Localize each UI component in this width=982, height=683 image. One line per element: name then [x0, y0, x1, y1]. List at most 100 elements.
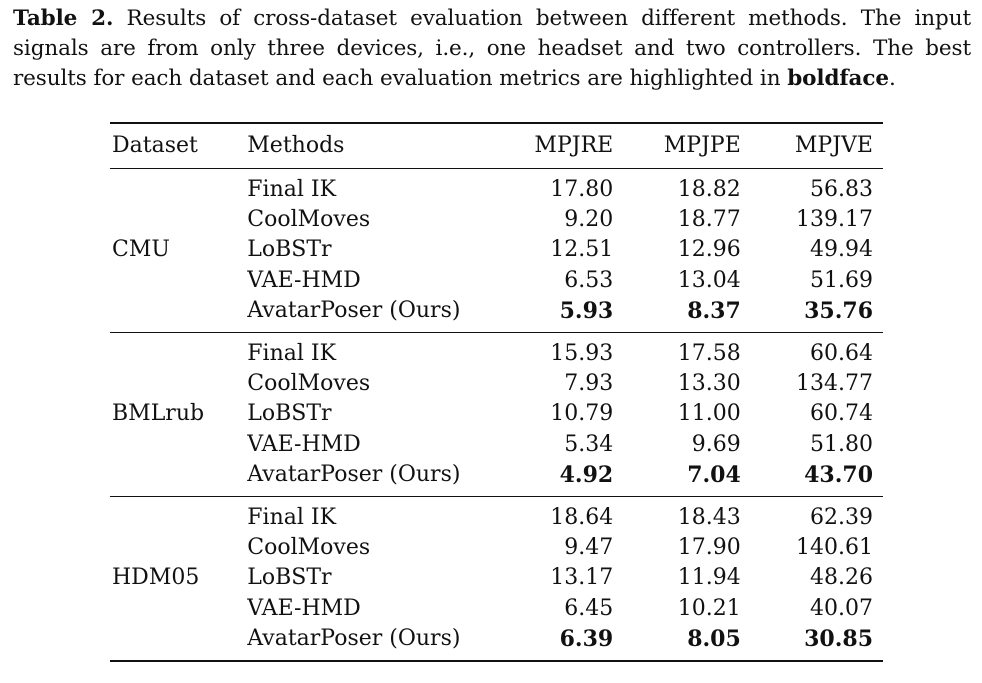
method-cell: CoolMoves — [247, 371, 371, 397]
method-cell: LoBSTr — [247, 237, 332, 263]
dataset-cell: HDM05 — [112, 565, 200, 591]
method-cell: CoolMoves — [247, 207, 371, 233]
dataset-cell — [110, 369, 247, 399]
dataset-cell — [110, 460, 247, 497]
table-body: Final IK 17.80 18.82 56.83 CoolMoves 9.20 18.7… — [110, 168, 883, 662]
dataset-cell — [110, 296, 247, 333]
mpjre-cell: 17.80 — [550, 177, 614, 202]
method-cell: Final IK — [247, 505, 337, 531]
mpjre-cell: 4.92 — [559, 461, 614, 488]
mpjpe-cell: 18.82 — [677, 177, 741, 202]
mpjre-cell: 6.53 — [564, 267, 614, 293]
mpjve-cell: 51.69 — [810, 267, 873, 293]
header-mpjve: MPJVE — [794, 133, 873, 158]
caption-text: Results of cross-dataset evaluation betw… — [13, 6, 971, 91]
header-mpjpe: MPJPE — [663, 133, 741, 158]
mpjpe-cell: 7.04 — [687, 461, 741, 488]
mpjve-cell: 60.64 — [810, 341, 873, 367]
method-cell: AvatarPoser (Ours) — [247, 297, 461, 323]
mpjre-cell: 18.64 — [550, 505, 614, 531]
table-row: Final IK 17.80 18.82 56.83 — [110, 168, 883, 206]
mpjpe-cell: 13.04 — [677, 267, 741, 293]
mpjpe-cell: 10.21 — [677, 595, 741, 621]
table-row: HDM05 LoBSTr 13.17 11.94 48.26 — [110, 563, 883, 593]
mpjpe-cell: 18.43 — [677, 505, 741, 531]
mpjve-cell: 60.74 — [810, 401, 873, 427]
table-row: CoolMoves 9.47 17.90 140.61 — [110, 533, 883, 563]
header-row: Dataset Methods MPJRE MPJPE MPJVE — [110, 123, 883, 169]
mpjpe-cell: 18.77 — [677, 207, 741, 233]
mpjve-cell: 140.61 — [796, 535, 873, 561]
table-row: BMLrub LoBSTr 10.79 11.00 60.74 — [110, 399, 883, 429]
mpjve-cell: 30.85 — [804, 625, 873, 652]
caption-bold-word: boldface — [787, 66, 889, 91]
table-row: CMU LoBSTr 12.51 12.96 49.94 — [110, 235, 883, 265]
mpjre-cell: 7.93 — [564, 371, 614, 397]
header-mpjre: MPJRE — [534, 133, 614, 158]
dataset-cell — [110, 594, 247, 624]
mpjre-cell: 5.34 — [564, 431, 614, 457]
mpjpe-cell: 17.90 — [677, 535, 741, 561]
mpjre-cell: 12.51 — [550, 237, 614, 263]
dataset-cell — [110, 205, 247, 235]
mpjre-cell: 6.45 — [564, 595, 614, 621]
method-cell: LoBSTr — [247, 565, 332, 591]
table-caption: Table 2. Results of cross-dataset evalua… — [13, 4, 971, 94]
results-table: Dataset Methods MPJRE MPJPE MPJVE Final … — [110, 122, 883, 662]
dataset-cell: BMLrub — [112, 401, 205, 427]
table-row: Final IK 18.64 18.43 62.39 — [110, 496, 883, 534]
dataset-cell — [110, 266, 247, 296]
table-row: AvatarPoser (Ours) 4.92 7.04 43.70 — [110, 460, 883, 497]
mpjre-cell: 9.47 — [564, 535, 614, 561]
mpjpe-cell: 9.69 — [691, 431, 741, 457]
method-cell: LoBSTr — [247, 401, 332, 427]
caption-label: Table 2. — [13, 6, 114, 31]
mpjve-cell: 139.17 — [796, 207, 873, 233]
mpjre-cell: 10.79 — [550, 401, 614, 427]
table-row: AvatarPoser (Ours) 5.93 8.37 35.76 — [110, 296, 883, 333]
method-cell: AvatarPoser (Ours) — [247, 461, 461, 487]
dataset-cell — [110, 624, 247, 661]
table-row: Final IK 15.93 17.58 60.64 — [110, 332, 883, 370]
method-cell: VAE-HMD — [247, 595, 361, 621]
mpjpe-cell: 11.94 — [677, 565, 741, 591]
header-dataset: Dataset — [112, 133, 198, 158]
table-row: CoolMoves 7.93 13.30 134.77 — [110, 369, 883, 399]
method-cell: CoolMoves — [247, 535, 371, 561]
mpjve-cell: 62.39 — [810, 505, 873, 531]
dataset-cell — [110, 533, 247, 563]
dataset-cell — [110, 497, 247, 534]
mpjve-cell: 35.76 — [804, 297, 873, 324]
dataset-cell — [110, 169, 247, 206]
mpjre-cell: 13.17 — [550, 565, 614, 591]
table-row: VAE-HMD 5.34 9.69 51.80 — [110, 430, 883, 460]
mpjve-cell: 48.26 — [810, 565, 873, 591]
mpjve-cell: 49.94 — [810, 237, 873, 263]
mpjpe-cell: 17.58 — [677, 341, 741, 367]
mpjve-cell: 40.07 — [810, 595, 873, 621]
mpjpe-cell: 12.96 — [677, 237, 741, 263]
mpjpe-cell: 11.00 — [677, 401, 741, 427]
mpjve-cell: 134.77 — [796, 371, 873, 397]
method-cell: Final IK — [247, 341, 337, 367]
dataset-cell: CMU — [112, 237, 170, 263]
table-row: VAE-HMD 6.45 10.21 40.07 — [110, 594, 883, 624]
dataset-cell — [110, 430, 247, 460]
mpjpe-cell: 8.37 — [687, 297, 741, 324]
caption-text-end: . — [888, 66, 896, 91]
header-methods: Methods — [247, 133, 345, 158]
mpjre-cell: 6.39 — [559, 625, 614, 652]
results-table-container: Dataset Methods MPJRE MPJPE MPJVE Final … — [110, 122, 883, 662]
mpjpe-cell: 8.05 — [687, 625, 741, 652]
mpjre-cell: 9.20 — [564, 207, 614, 233]
method-cell: AvatarPoser (Ours) — [247, 625, 461, 651]
table-row: VAE-HMD 6.53 13.04 51.69 — [110, 266, 883, 296]
mpjve-cell: 51.80 — [810, 431, 873, 457]
mpjre-cell: 5.93 — [559, 297, 614, 324]
table-row: CoolMoves 9.20 18.77 139.17 — [110, 205, 883, 235]
method-cell: VAE-HMD — [247, 267, 361, 293]
table-row: AvatarPoser (Ours) 6.39 8.05 30.85 — [110, 624, 883, 662]
mpjpe-cell: 13.30 — [677, 371, 741, 397]
mpjve-cell: 56.83 — [810, 177, 873, 202]
mpjve-cell: 43.70 — [804, 461, 873, 488]
